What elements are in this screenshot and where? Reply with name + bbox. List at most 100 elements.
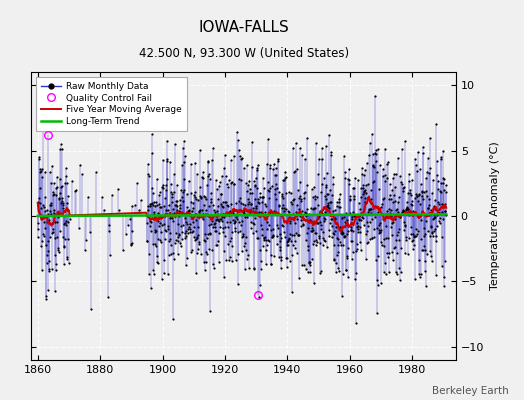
Point: [271, 191, 279, 198]
Point: [307, 228, 315, 234]
Point: [217, 218, 226, 224]
Point: [345, 181, 354, 187]
Point: [293, 166, 302, 172]
Point: [373, 168, 381, 175]
Point: [410, 276, 419, 282]
Point: [250, 215, 259, 221]
Point: [283, 242, 292, 248]
Point: [410, 242, 419, 248]
Point: [59, 199, 68, 206]
Point: [404, 251, 412, 258]
Point: [259, 243, 267, 250]
Point: [249, 220, 258, 227]
Point: [171, 240, 179, 246]
Point: [351, 213, 359, 220]
Point: [389, 257, 397, 264]
Point: [57, 140, 66, 147]
Point: [416, 236, 424, 242]
Point: [297, 196, 305, 202]
Point: [161, 227, 169, 233]
Point: [339, 271, 347, 277]
Point: [201, 230, 209, 237]
Point: [393, 250, 401, 256]
Point: [189, 228, 198, 234]
Point: [161, 228, 170, 234]
Point: [149, 190, 157, 196]
Point: [361, 194, 369, 201]
Point: [176, 202, 184, 209]
Point: [355, 216, 363, 222]
Point: [233, 216, 242, 222]
Point: [171, 229, 180, 236]
Point: [224, 184, 232, 190]
Point: [212, 186, 221, 192]
Point: [165, 252, 173, 258]
Point: [399, 184, 408, 190]
Point: [324, 232, 333, 239]
Point: [364, 181, 372, 187]
Point: [270, 172, 279, 178]
Point: [185, 212, 194, 219]
Point: [189, 200, 197, 207]
Point: [127, 242, 135, 248]
Point: [343, 255, 351, 261]
Point: [82, 237, 91, 244]
Point: [371, 150, 379, 156]
Point: [428, 258, 436, 265]
Point: [45, 268, 53, 274]
Point: [421, 231, 429, 238]
Point: [362, 190, 370, 197]
Point: [194, 224, 202, 230]
Point: [189, 219, 198, 225]
Point: [165, 238, 173, 244]
Point: [281, 206, 290, 213]
Point: [192, 196, 200, 202]
Point: [54, 214, 62, 220]
Point: [173, 234, 182, 240]
Point: [366, 219, 374, 226]
Point: [411, 191, 420, 198]
Point: [86, 229, 95, 235]
Point: [48, 162, 56, 169]
Point: [440, 283, 449, 290]
Point: [241, 266, 249, 272]
Point: [177, 243, 185, 249]
Point: [372, 146, 380, 153]
Point: [391, 171, 400, 177]
Point: [235, 219, 244, 225]
Point: [321, 216, 330, 222]
Point: [215, 218, 223, 224]
Point: [194, 232, 203, 238]
Point: [307, 217, 315, 224]
Point: [354, 217, 363, 223]
Point: [162, 182, 170, 188]
Point: [151, 226, 159, 233]
Point: [429, 216, 437, 222]
Point: [340, 153, 348, 160]
Point: [344, 274, 353, 280]
Point: [199, 175, 208, 182]
Point: [270, 252, 278, 259]
Point: [273, 241, 281, 247]
Point: [346, 209, 354, 216]
Point: [374, 208, 383, 215]
Point: [315, 235, 323, 241]
Point: [416, 191, 424, 197]
Point: [56, 176, 64, 182]
Point: [290, 232, 298, 238]
Point: [353, 224, 362, 230]
Point: [62, 165, 70, 171]
Point: [37, 212, 45, 218]
Point: [373, 224, 381, 231]
Point: [379, 196, 388, 203]
Point: [182, 232, 191, 239]
Point: [332, 269, 340, 276]
Point: [274, 156, 282, 162]
Point: [56, 146, 64, 152]
Point: [181, 262, 190, 269]
Point: [284, 237, 292, 244]
Point: [146, 201, 155, 208]
Point: [345, 196, 354, 202]
Point: [203, 181, 211, 188]
Point: [391, 197, 399, 204]
